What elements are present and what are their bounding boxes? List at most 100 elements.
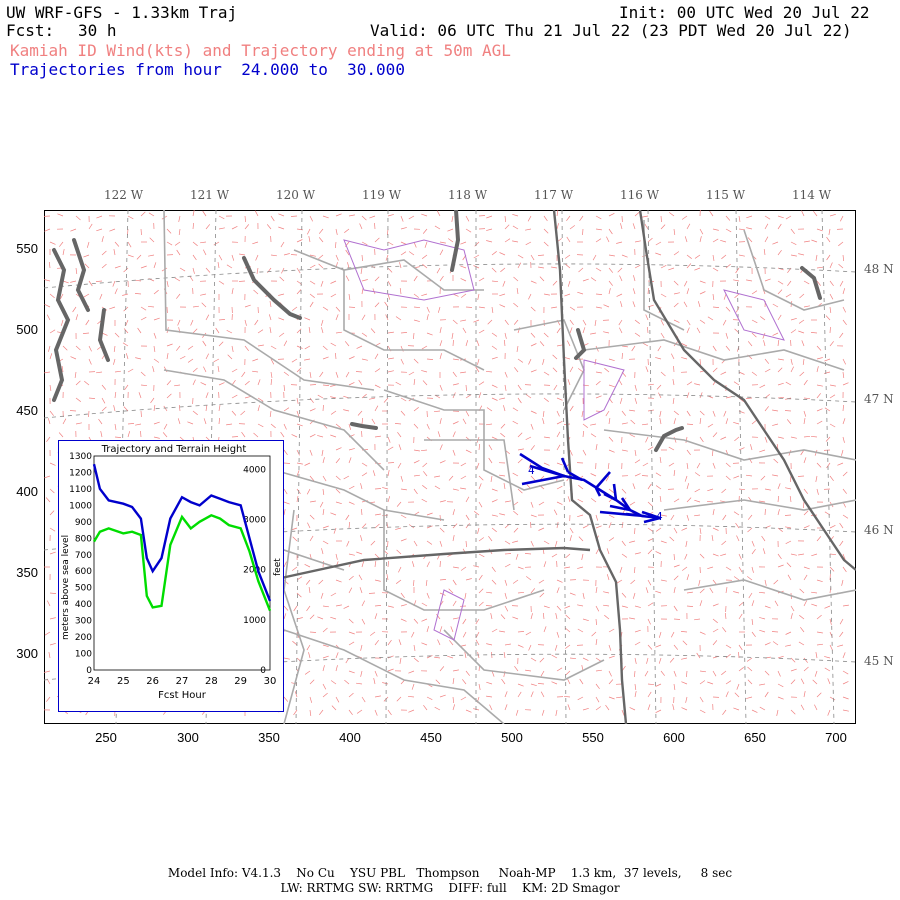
wind-barb: [396, 549, 402, 555]
wind-barb: [452, 509, 455, 516]
wind-barb: [736, 683, 740, 690]
wind-barb: [309, 384, 317, 386]
wind-barb: [439, 666, 445, 672]
wind-barb: [422, 380, 428, 386]
wind-barb: [70, 228, 77, 232]
wind-barb: [153, 332, 157, 339]
wind-barb: [309, 679, 315, 685]
wind-barb: [566, 340, 571, 347]
wind-barb: [799, 615, 805, 620]
wind-barb: [75, 314, 79, 321]
wind-barb: [486, 407, 493, 412]
wind-barb: [330, 384, 337, 387]
wind-barb: [785, 487, 792, 490]
wind-barb: [595, 706, 602, 711]
wind-barb: [62, 345, 68, 351]
wind-barb: [279, 276, 285, 282]
wind-barb: [764, 605, 771, 609]
wind-barb: [411, 561, 415, 568]
wind-barb: [374, 276, 380, 282]
wind-barb: [621, 605, 628, 608]
wind-barb: [647, 579, 652, 586]
wind-barb: [725, 263, 731, 269]
wind-barb: [477, 293, 480, 300]
wind-barb: [348, 293, 351, 300]
wind-barb: [290, 215, 298, 217]
wind-barb: [684, 236, 688, 243]
wind-barb: [361, 358, 368, 361]
wind-barb: [543, 561, 547, 568]
wind-barb: [659, 418, 662, 425]
wind-barb: [542, 358, 545, 365]
wind-barb: [595, 215, 602, 220]
wind-barb: [436, 210, 441, 217]
wind-barb: [291, 306, 298, 311]
wind-barb: [174, 241, 181, 246]
wind-barb: [760, 475, 766, 481]
wind-barb: [153, 358, 160, 363]
wind-barb: [647, 483, 652, 490]
wind-barb: [829, 341, 834, 347]
wind-barb: [673, 683, 676, 690]
wind-barb: [699, 680, 706, 685]
wind-barb: [745, 397, 753, 399]
wind-barb: [296, 592, 302, 598]
wind-barb: [829, 553, 837, 556]
wind-barb: [372, 470, 376, 477]
wind-barb: [465, 670, 470, 676]
wind-barb: [387, 293, 391, 300]
wind-barb: [291, 682, 298, 685]
wind-barb: [712, 306, 720, 308]
wind-barb: [790, 329, 797, 334]
wind-barb: [283, 340, 288, 347]
wind-barb: [608, 254, 615, 257]
wind-barb: [631, 345, 636, 352]
wind-barb: [538, 501, 545, 506]
wind-barb: [722, 319, 727, 326]
wind-barb: [335, 352, 337, 360]
wind-barb: [797, 475, 805, 477]
wind-barb: [565, 627, 571, 633]
wind-barb: [278, 226, 285, 230]
wind-barb: [699, 236, 702, 243]
wind-barb: [802, 501, 805, 509]
wind-barb: [135, 279, 142, 282]
inset-x-tick: 24: [88, 676, 101, 687]
wind-barb: [709, 210, 714, 217]
wind-barb: [177, 319, 181, 326]
wind-barb: [764, 368, 771, 373]
wind-barb: [166, 380, 172, 386]
wind-barb: [462, 327, 467, 334]
wind-barb: [500, 423, 506, 429]
wind-barb: [426, 512, 433, 516]
wind-barb: [842, 288, 846, 295]
wind-barb: [725, 396, 732, 399]
wind-barb: [577, 368, 584, 373]
wind-barb: [811, 553, 818, 557]
wind-barb: [140, 371, 146, 377]
wind-barb: [838, 263, 844, 269]
wind-barb: [504, 224, 510, 230]
wind-barb: [712, 410, 716, 417]
wind-barb: [291, 566, 298, 571]
wind-barb: [360, 670, 363, 677]
wind-barb: [658, 657, 662, 664]
wind-barb: [569, 366, 574, 373]
wind-barb: [322, 655, 329, 659]
wind-barb: [504, 563, 511, 568]
wind-barb: [707, 488, 714, 492]
wind-barb: [786, 419, 792, 425]
wind-barb: [815, 475, 818, 482]
wind-barb: [553, 384, 558, 391]
wind-barb: [686, 670, 688, 678]
lon-label: 116 W: [620, 188, 660, 202]
wind-barb: [800, 678, 805, 685]
wind-barb: [203, 418, 207, 425]
wind-barb: [504, 500, 511, 503]
init-time: Init: 00 UTC Wed 20 Jul 22: [619, 3, 870, 22]
wind-barb: [98, 418, 103, 425]
wind-barb: [473, 254, 480, 259]
wind-barb: [439, 694, 446, 698]
wind-barb: [777, 655, 784, 659]
wind-barb: [241, 371, 246, 378]
